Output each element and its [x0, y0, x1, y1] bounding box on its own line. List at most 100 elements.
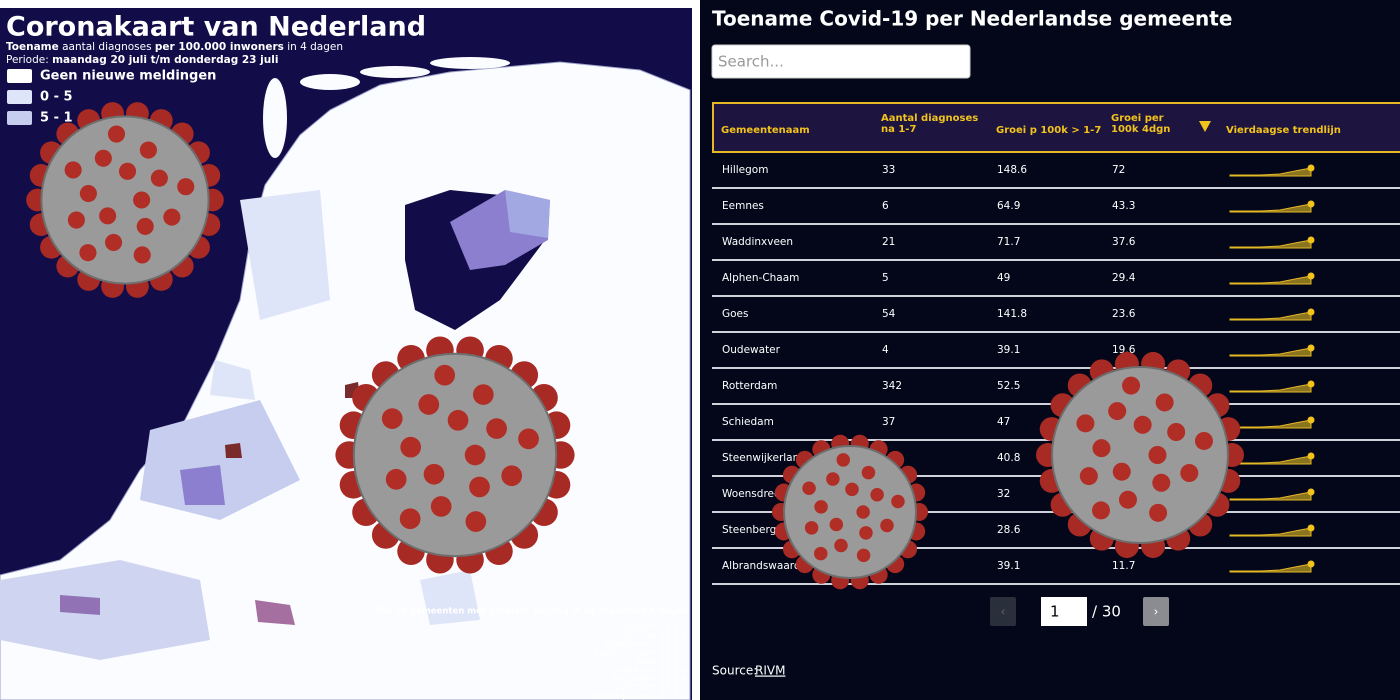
trend-dot — [1307, 236, 1315, 244]
header-text: Groei p 100k > 1-7 — [996, 124, 1102, 136]
virus-protein — [813, 546, 828, 561]
table-cell: 11.7 — [1112, 560, 1135, 572]
top10-item: Waddixveen 37,6 > — [604, 640, 688, 650]
header-cell: Vierdaagse trendlijn — [1226, 124, 1341, 136]
legend-swatch — [7, 90, 32, 104]
prev-button[interactable] — [990, 597, 1016, 626]
table-cell: Albrandswaard — [722, 560, 801, 572]
trend-dot — [1307, 488, 1315, 496]
subtitle-part: Toename — [6, 41, 59, 53]
legend-label: 5 - 1 — [40, 111, 73, 126]
prev-icon: ‹ — [1001, 605, 1006, 619]
trendline — [1229, 347, 1312, 357]
virus-protein — [99, 207, 117, 225]
table-cell: Hillegom — [722, 164, 768, 176]
subtitle-part: per 100.000 inwoners — [155, 41, 284, 53]
table-header — [712, 102, 1400, 153]
period-label: Periode: — [6, 54, 52, 66]
virus-protein — [469, 476, 490, 498]
table-cell: 54 — [882, 308, 896, 320]
virus-protein — [177, 178, 195, 196]
table-cell: 37 — [882, 416, 895, 428]
virus-protein — [891, 494, 905, 509]
virus-protein — [826, 472, 840, 486]
trendline — [1229, 491, 1312, 501]
header-text: Gemeentenaam — [721, 124, 810, 136]
virus-protein — [1152, 473, 1171, 492]
table-cell: 32 — [997, 488, 1010, 500]
virus-protein — [64, 161, 82, 179]
table-cell: 64.9 — [997, 200, 1020, 212]
header-text: Vierdaagse trendlijn — [1226, 124, 1341, 136]
trend-dot — [1307, 308, 1315, 316]
virus-protein — [1155, 393, 1174, 412]
virus-protein — [856, 505, 870, 519]
table-cell: Waddinxveen — [722, 236, 793, 248]
trendline — [1229, 311, 1312, 321]
virus-protein — [802, 481, 816, 496]
virus-protein — [1076, 414, 1095, 433]
search-box[interactable] — [711, 44, 971, 79]
virus-protein — [434, 364, 456, 386]
table-cell: 37.6 — [1112, 236, 1136, 248]
trendline — [1229, 563, 1312, 573]
source-link[interactable]: RIVM — [755, 664, 785, 678]
virus-protein — [486, 418, 507, 439]
virus-protein — [133, 246, 151, 264]
virus-protein — [1112, 462, 1131, 481]
table-cell: 141.8 — [997, 308, 1027, 320]
virus-protein — [418, 394, 440, 415]
next-button[interactable] — [1143, 597, 1169, 626]
trendline — [1229, 419, 1312, 429]
legend: Geen nieuwe meldingen 0 - 5 5 - 1 — [7, 69, 216, 126]
virus-protein — [1091, 501, 1110, 520]
virus-protein — [105, 233, 123, 252]
trend-dot — [1307, 344, 1315, 352]
trend-dot — [1307, 200, 1315, 208]
decorations — [26, 102, 1244, 590]
table-cell: 148.6 — [997, 164, 1027, 176]
table-cell: 72 — [1112, 164, 1125, 176]
virus-protein — [472, 384, 494, 405]
table-cell: 40.8 — [997, 452, 1020, 464]
virus-protein — [834, 538, 848, 553]
table-cell: 342 — [882, 380, 902, 392]
top10-item: Goes 23,6 < — [635, 657, 688, 667]
table-cell: 5 — [882, 272, 889, 284]
header-cell: Groei per 100k 4dgn — [1111, 113, 1171, 135]
map-title: Coronakaart van Nederland — [6, 12, 426, 43]
table-title: Toename Covid-19 per Nederlandse gemeent… — [712, 7, 1232, 31]
trend-dot — [1307, 560, 1315, 568]
page-number: 1 — [1050, 603, 1060, 621]
sort-icon[interactable] — [1199, 121, 1211, 132]
virus-protein — [861, 465, 876, 480]
top10-item: Alphen-Chaam 29,4 > — [594, 648, 688, 658]
virus-protein — [399, 508, 421, 530]
table-cell: Woensdrech — [722, 488, 786, 500]
table-cell: Schiedam — [722, 416, 774, 428]
page-input[interactable] — [1041, 597, 1087, 626]
trend-dot — [1307, 416, 1315, 424]
trendline — [1229, 527, 1312, 537]
virus-protein — [1122, 376, 1141, 395]
virus-protein — [133, 191, 151, 209]
header-text: Groei per 100k 4dgn — [1111, 113, 1171, 135]
table-cell: 39.1 — [997, 560, 1020, 572]
subtitle-part: aantal diagnoses — [59, 41, 155, 53]
next-icon: › — [1154, 605, 1159, 619]
table-cell: Alphen-Chaam — [722, 272, 799, 284]
virus-protein — [430, 496, 452, 517]
virus-protein — [465, 511, 487, 532]
trend-dot — [1307, 164, 1315, 172]
virus-protein — [79, 184, 97, 203]
table-cell: 28.6 — [997, 524, 1021, 536]
table-cell: 6 — [882, 200, 889, 212]
legend-swatch — [7, 69, 32, 83]
virus-protein — [1149, 503, 1168, 522]
top10-item: Schiedam 17,8 > — [615, 683, 688, 693]
virus-protein — [94, 149, 112, 167]
header-cell: Groei p 100k > 1-7 — [996, 124, 1102, 136]
virus-body — [783, 445, 917, 579]
virus-protein — [423, 463, 445, 485]
